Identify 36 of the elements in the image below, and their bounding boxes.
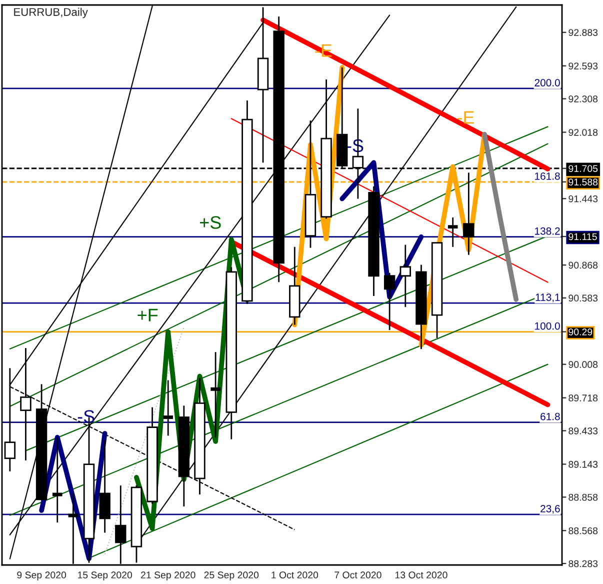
y-tick-label: 90.29 bbox=[568, 328, 592, 336]
annotation: 23,6 bbox=[540, 504, 560, 514]
x-tick-label: 1 Oct 2020 bbox=[272, 572, 318, 578]
series-label: -E bbox=[458, 111, 474, 124]
x-tick-label: 15 Sep 2020 bbox=[78, 572, 132, 580]
y-tick-label: 91.443 bbox=[568, 195, 598, 202]
y-tick-label: 91.115 bbox=[568, 233, 597, 240]
x-tick-label: 25 Sep 2020 bbox=[204, 572, 259, 580]
y-tick-label: 90.868 bbox=[568, 262, 598, 269]
y-tick-label: 91.705 bbox=[568, 165, 598, 172]
y-tick-label: 92.593 bbox=[568, 62, 598, 70]
y-tick-label: 90.008 bbox=[568, 361, 598, 368]
y-tick-label: 88.283 bbox=[568, 560, 598, 568]
annotation: 113,1 bbox=[536, 294, 560, 302]
y-tick-label: 92.018 bbox=[568, 128, 598, 136]
x-tick-label: 21 Sep 2020 bbox=[141, 572, 196, 580]
series-label: +S bbox=[200, 216, 221, 229]
y-tick-label: 90.583 bbox=[568, 294, 598, 302]
y-tick-label: 91.588 bbox=[568, 178, 598, 186]
x-tick-label: 13 Oct 2020 bbox=[395, 572, 448, 578]
annotation: 161.8 bbox=[535, 172, 560, 180]
y-tick-label: 89.433 bbox=[568, 427, 598, 434]
y-tick-label: 92.308 bbox=[568, 95, 598, 102]
series-label: +F bbox=[138, 308, 158, 322]
y-tick-label: 92.883 bbox=[568, 29, 598, 36]
annotation: 61.8 bbox=[540, 412, 560, 420]
y-tick-label: 89.143 bbox=[568, 460, 598, 468]
y-tick-label: 89.718 bbox=[568, 394, 598, 402]
x-tick-label: 9 Sep 2020 bbox=[17, 572, 66, 580]
y-tick-label: 88.568 bbox=[568, 527, 598, 534]
x-tick-label: 7 Oct 2020 bbox=[334, 572, 382, 578]
chart-title: EURRUB,Daily bbox=[14, 8, 88, 18]
annotation: 138.2 bbox=[535, 227, 560, 235]
annotation: 100.0 bbox=[535, 322, 560, 330]
annotation: 200.0 bbox=[534, 79, 560, 86]
y-tick-label: 88.858 bbox=[568, 494, 598, 501]
